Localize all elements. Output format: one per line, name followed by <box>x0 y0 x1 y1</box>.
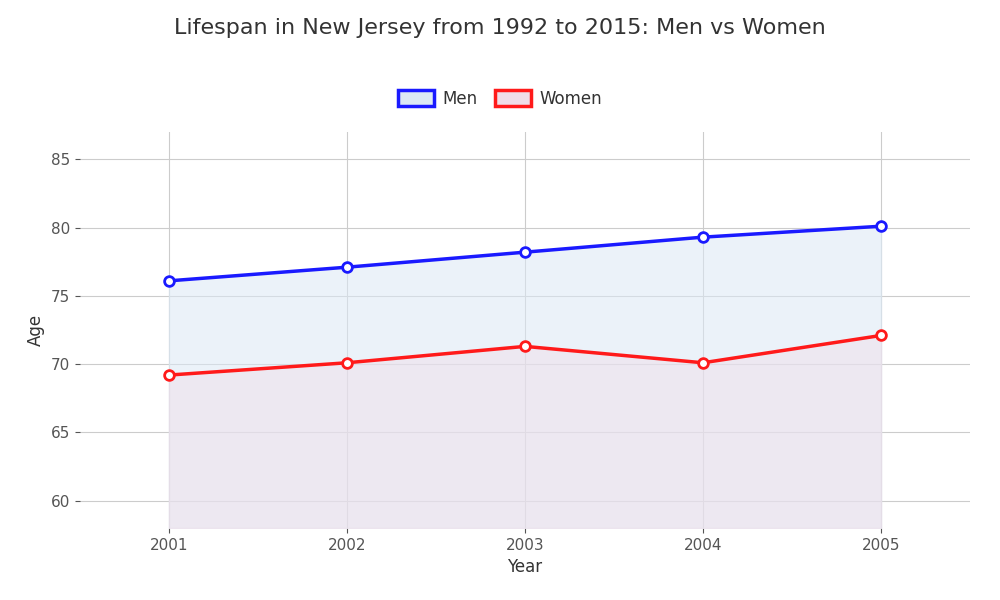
Text: Lifespan in New Jersey from 1992 to 2015: Men vs Women: Lifespan in New Jersey from 1992 to 2015… <box>174 18 826 38</box>
Y-axis label: Age: Age <box>27 314 45 346</box>
Legend: Men, Women: Men, Women <box>391 83 609 115</box>
X-axis label: Year: Year <box>507 558 543 576</box>
